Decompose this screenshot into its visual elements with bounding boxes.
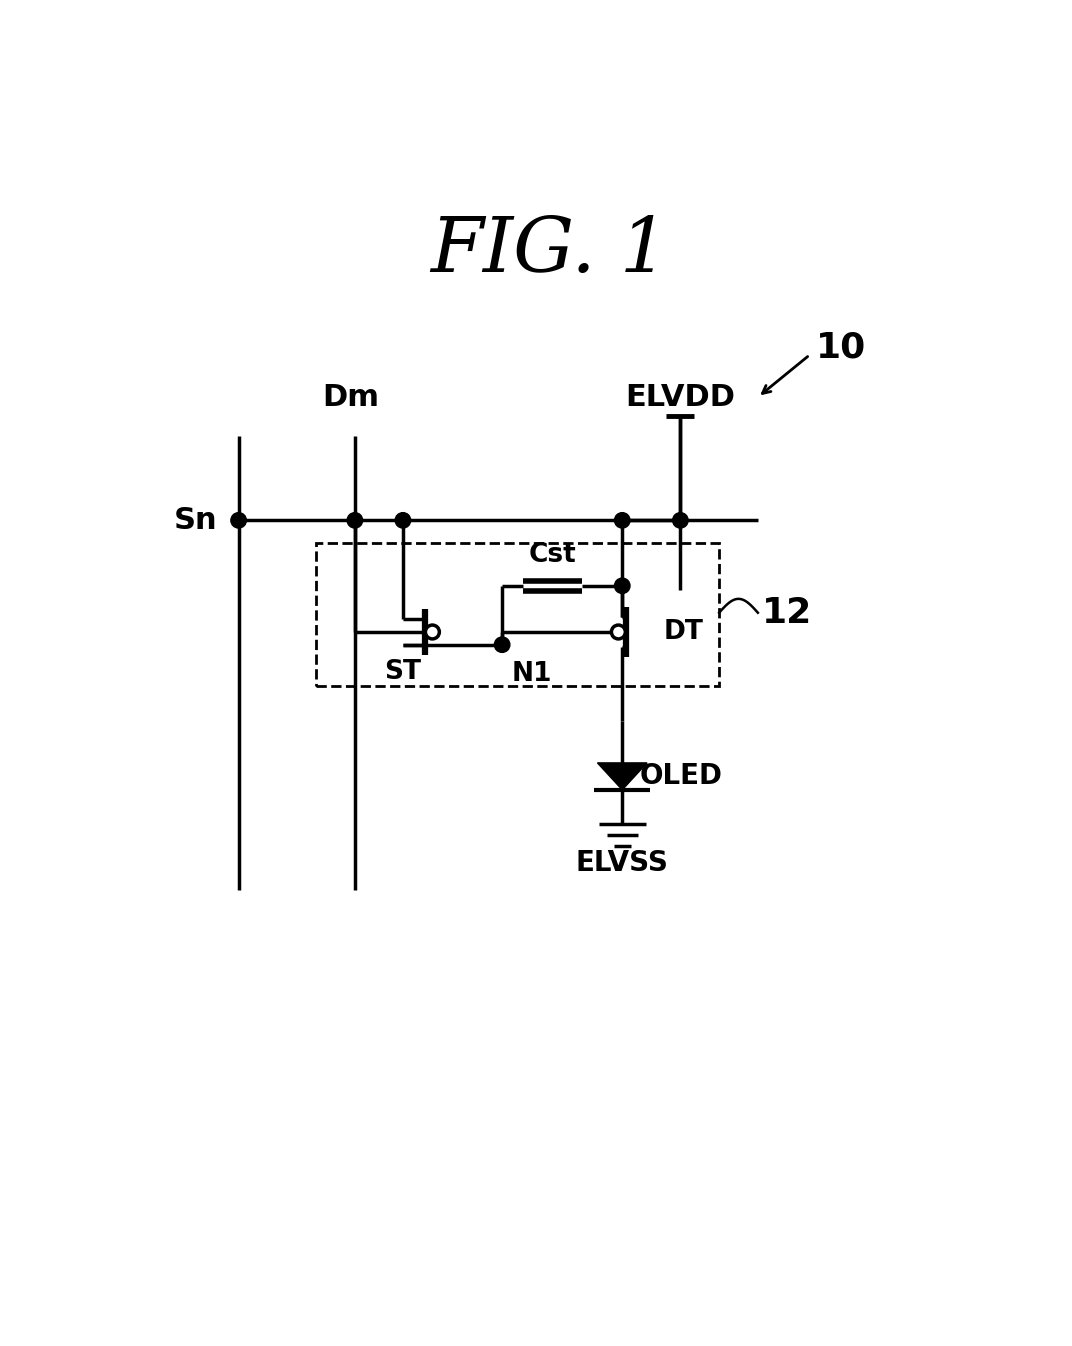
Text: ELVDD: ELVDD <box>625 382 735 412</box>
Circle shape <box>396 513 411 528</box>
Bar <box>316 544 719 686</box>
Text: DT: DT <box>664 619 703 645</box>
Circle shape <box>611 625 625 639</box>
Text: Sn: Sn <box>174 506 218 534</box>
Circle shape <box>494 637 510 653</box>
Circle shape <box>347 513 362 528</box>
Text: Dm: Dm <box>323 382 379 412</box>
Text: 10: 10 <box>816 330 866 363</box>
Text: ELVSS: ELVSS <box>576 849 669 878</box>
Text: FIG. 1: FIG. 1 <box>430 214 669 288</box>
Text: OLED: OLED <box>639 762 723 790</box>
Text: N1: N1 <box>511 661 552 686</box>
Circle shape <box>672 513 688 528</box>
Polygon shape <box>597 763 647 790</box>
Circle shape <box>230 513 247 528</box>
Text: Cst: Cst <box>528 542 577 568</box>
Text: ST: ST <box>385 660 421 685</box>
Circle shape <box>614 513 630 528</box>
Text: 12: 12 <box>762 596 812 630</box>
Circle shape <box>614 577 630 594</box>
Circle shape <box>426 625 440 639</box>
